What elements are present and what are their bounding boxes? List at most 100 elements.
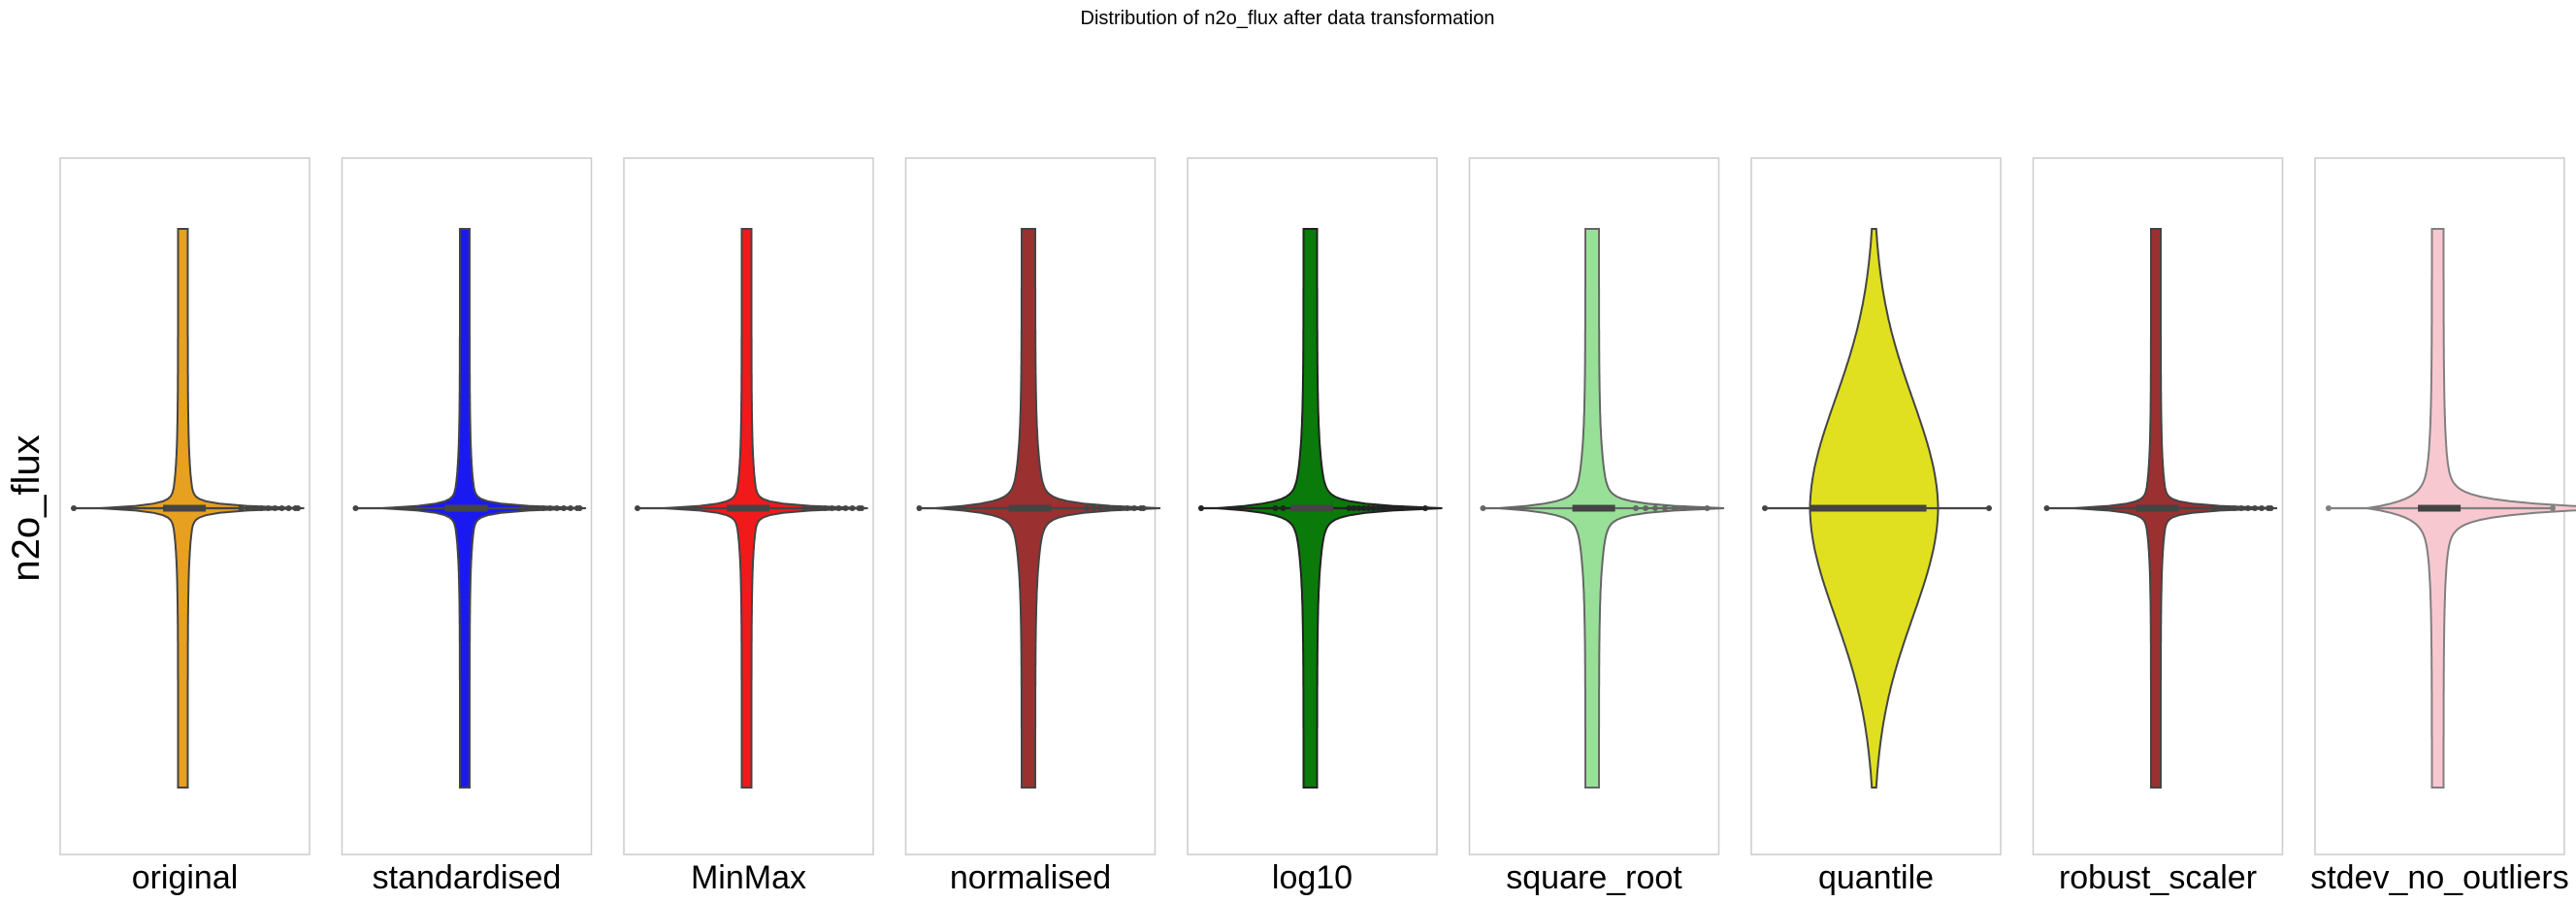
panel-robust-scaler: robust_scaler bbox=[2032, 157, 2284, 896]
outlier-point bbox=[272, 505, 278, 511]
outlier-point bbox=[1365, 505, 1372, 511]
panel-standardised: standardised bbox=[341, 157, 593, 896]
min-marker bbox=[2326, 505, 2331, 511]
outlier-point bbox=[1681, 505, 1687, 511]
outlier-point bbox=[1643, 505, 1648, 511]
outlier-point bbox=[856, 505, 863, 511]
outlier-point bbox=[568, 505, 573, 511]
min-marker bbox=[352, 505, 359, 511]
outlier-point bbox=[849, 505, 856, 511]
min-marker bbox=[916, 505, 923, 511]
outlier-point bbox=[2218, 505, 2224, 511]
max-marker bbox=[2550, 505, 2556, 511]
outlier-point bbox=[278, 505, 285, 511]
x-axis-label: stdev_no_outliers bbox=[2310, 859, 2569, 896]
outlier-point bbox=[801, 505, 808, 511]
outlier-point bbox=[822, 505, 829, 511]
outlier-point bbox=[1118, 505, 1124, 511]
outlier-point bbox=[2238, 505, 2244, 511]
outlier-point bbox=[842, 505, 849, 511]
outlier-point bbox=[1355, 505, 1362, 511]
x-axis-label: log10 bbox=[1272, 859, 1353, 896]
outlier-point bbox=[1370, 505, 1377, 511]
outlier-point bbox=[285, 505, 292, 511]
outlier-point bbox=[520, 505, 526, 511]
outlier-point bbox=[815, 505, 822, 511]
outlier-point bbox=[1375, 505, 1382, 511]
outlier-point bbox=[251, 505, 258, 511]
outlier-point bbox=[808, 505, 815, 511]
violin-panels: original standardised MinMax normalised log1… bbox=[59, 157, 2576, 896]
outlier-point bbox=[292, 505, 299, 511]
outlier-point bbox=[2266, 505, 2271, 511]
min-marker bbox=[1480, 505, 1486, 511]
outlier-point bbox=[238, 505, 245, 511]
outlier-point bbox=[1389, 505, 1396, 511]
outlier-point bbox=[265, 505, 272, 511]
outlier-point bbox=[2232, 505, 2237, 511]
panel-quantile: quantile bbox=[1750, 157, 2002, 896]
x-axis-label: quantile bbox=[1818, 859, 1934, 896]
min-marker bbox=[1762, 505, 1768, 511]
panel-stdev-no-outliers: stdev_no_outliers bbox=[2310, 157, 2576, 896]
outlier-point bbox=[829, 505, 835, 511]
outlier-point bbox=[1272, 505, 1279, 511]
x-axis-label: original bbox=[132, 859, 239, 896]
outlier-point bbox=[1104, 505, 1110, 511]
min-marker bbox=[71, 505, 77, 511]
x-axis-label: robust_scaler bbox=[2059, 859, 2257, 896]
outlier-point bbox=[1672, 505, 1678, 511]
outlier-point bbox=[554, 505, 560, 511]
outlier-point bbox=[1633, 505, 1639, 511]
panel-log10: log10 bbox=[1187, 157, 1443, 896]
max-marker bbox=[1986, 505, 1992, 511]
panel-original: original bbox=[59, 157, 310, 896]
x-axis-label: standardised bbox=[373, 859, 562, 896]
min-marker bbox=[635, 505, 640, 511]
outlier-point bbox=[1084, 505, 1090, 511]
outlier-point bbox=[835, 505, 842, 511]
outlier-point bbox=[2259, 505, 2265, 511]
outlier-point bbox=[258, 505, 265, 511]
outlier-point bbox=[1385, 505, 1391, 511]
outlier-point bbox=[2245, 505, 2251, 511]
panel-minmax: MinMax bbox=[623, 157, 874, 896]
outlier-point bbox=[1125, 505, 1130, 511]
outlier-point bbox=[245, 505, 251, 511]
panel-normalised: normalised bbox=[904, 157, 1161, 896]
outlier-point bbox=[2211, 505, 2217, 511]
outlier-point bbox=[547, 505, 553, 511]
outlier-point bbox=[2225, 505, 2231, 511]
x-axis-label: MinMax bbox=[691, 859, 806, 896]
outlier-point bbox=[1652, 505, 1658, 511]
outlier-point bbox=[1351, 505, 1357, 511]
outlier-point bbox=[1662, 505, 1668, 511]
outlier-point bbox=[540, 505, 546, 511]
outlier-point bbox=[1138, 505, 1144, 511]
outlier-point bbox=[1380, 505, 1386, 511]
outlier-point bbox=[1394, 505, 1401, 511]
y-axis-label: n2o_flux bbox=[5, 435, 48, 581]
max-marker bbox=[1422, 505, 1428, 511]
outlier-point bbox=[1131, 505, 1137, 511]
min-marker bbox=[1198, 505, 1204, 511]
outlier-point bbox=[1091, 505, 1096, 511]
outlier-point bbox=[1280, 505, 1287, 511]
outlier-point bbox=[534, 505, 539, 511]
outlier-point bbox=[2252, 505, 2258, 511]
max-marker bbox=[1704, 505, 1711, 511]
outlier-point bbox=[1097, 505, 1103, 511]
outlier-point bbox=[1360, 505, 1367, 511]
outlier-point bbox=[1346, 505, 1353, 511]
min-marker bbox=[2043, 505, 2050, 511]
x-axis-label: normalised bbox=[950, 859, 1111, 896]
outlier-point bbox=[574, 505, 580, 511]
outlier-point bbox=[1111, 505, 1117, 511]
outlier-point bbox=[561, 505, 567, 511]
chart-title: Distribution of n2o_flux after data tran… bbox=[1081, 8, 1495, 29]
panel-square-root: square_root bbox=[1468, 157, 1725, 896]
outlier-point bbox=[1399, 505, 1406, 511]
x-axis-label: square_root bbox=[1506, 859, 1682, 896]
outlier-point bbox=[527, 505, 533, 511]
